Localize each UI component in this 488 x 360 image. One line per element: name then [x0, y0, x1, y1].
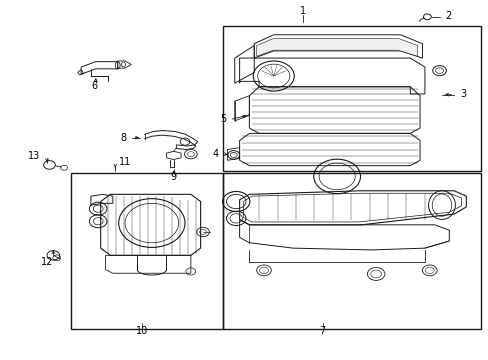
Text: 1: 1	[299, 6, 305, 17]
Text: 2: 2	[445, 11, 451, 21]
Bar	[71, 173, 222, 329]
Text: 10: 10	[136, 326, 148, 336]
Bar	[222, 26, 480, 171]
Text: 3: 3	[459, 89, 465, 99]
Text: 7: 7	[319, 326, 325, 336]
Bar	[222, 173, 480, 329]
Text: 9: 9	[170, 172, 177, 182]
Text: 6: 6	[91, 81, 97, 91]
Polygon shape	[256, 39, 417, 56]
Text: 4: 4	[212, 149, 218, 159]
Text: 12: 12	[41, 257, 53, 267]
Text: 8: 8	[120, 133, 126, 143]
Text: 5: 5	[219, 114, 225, 124]
Text: 11: 11	[119, 157, 131, 167]
Text: 13: 13	[28, 150, 40, 161]
